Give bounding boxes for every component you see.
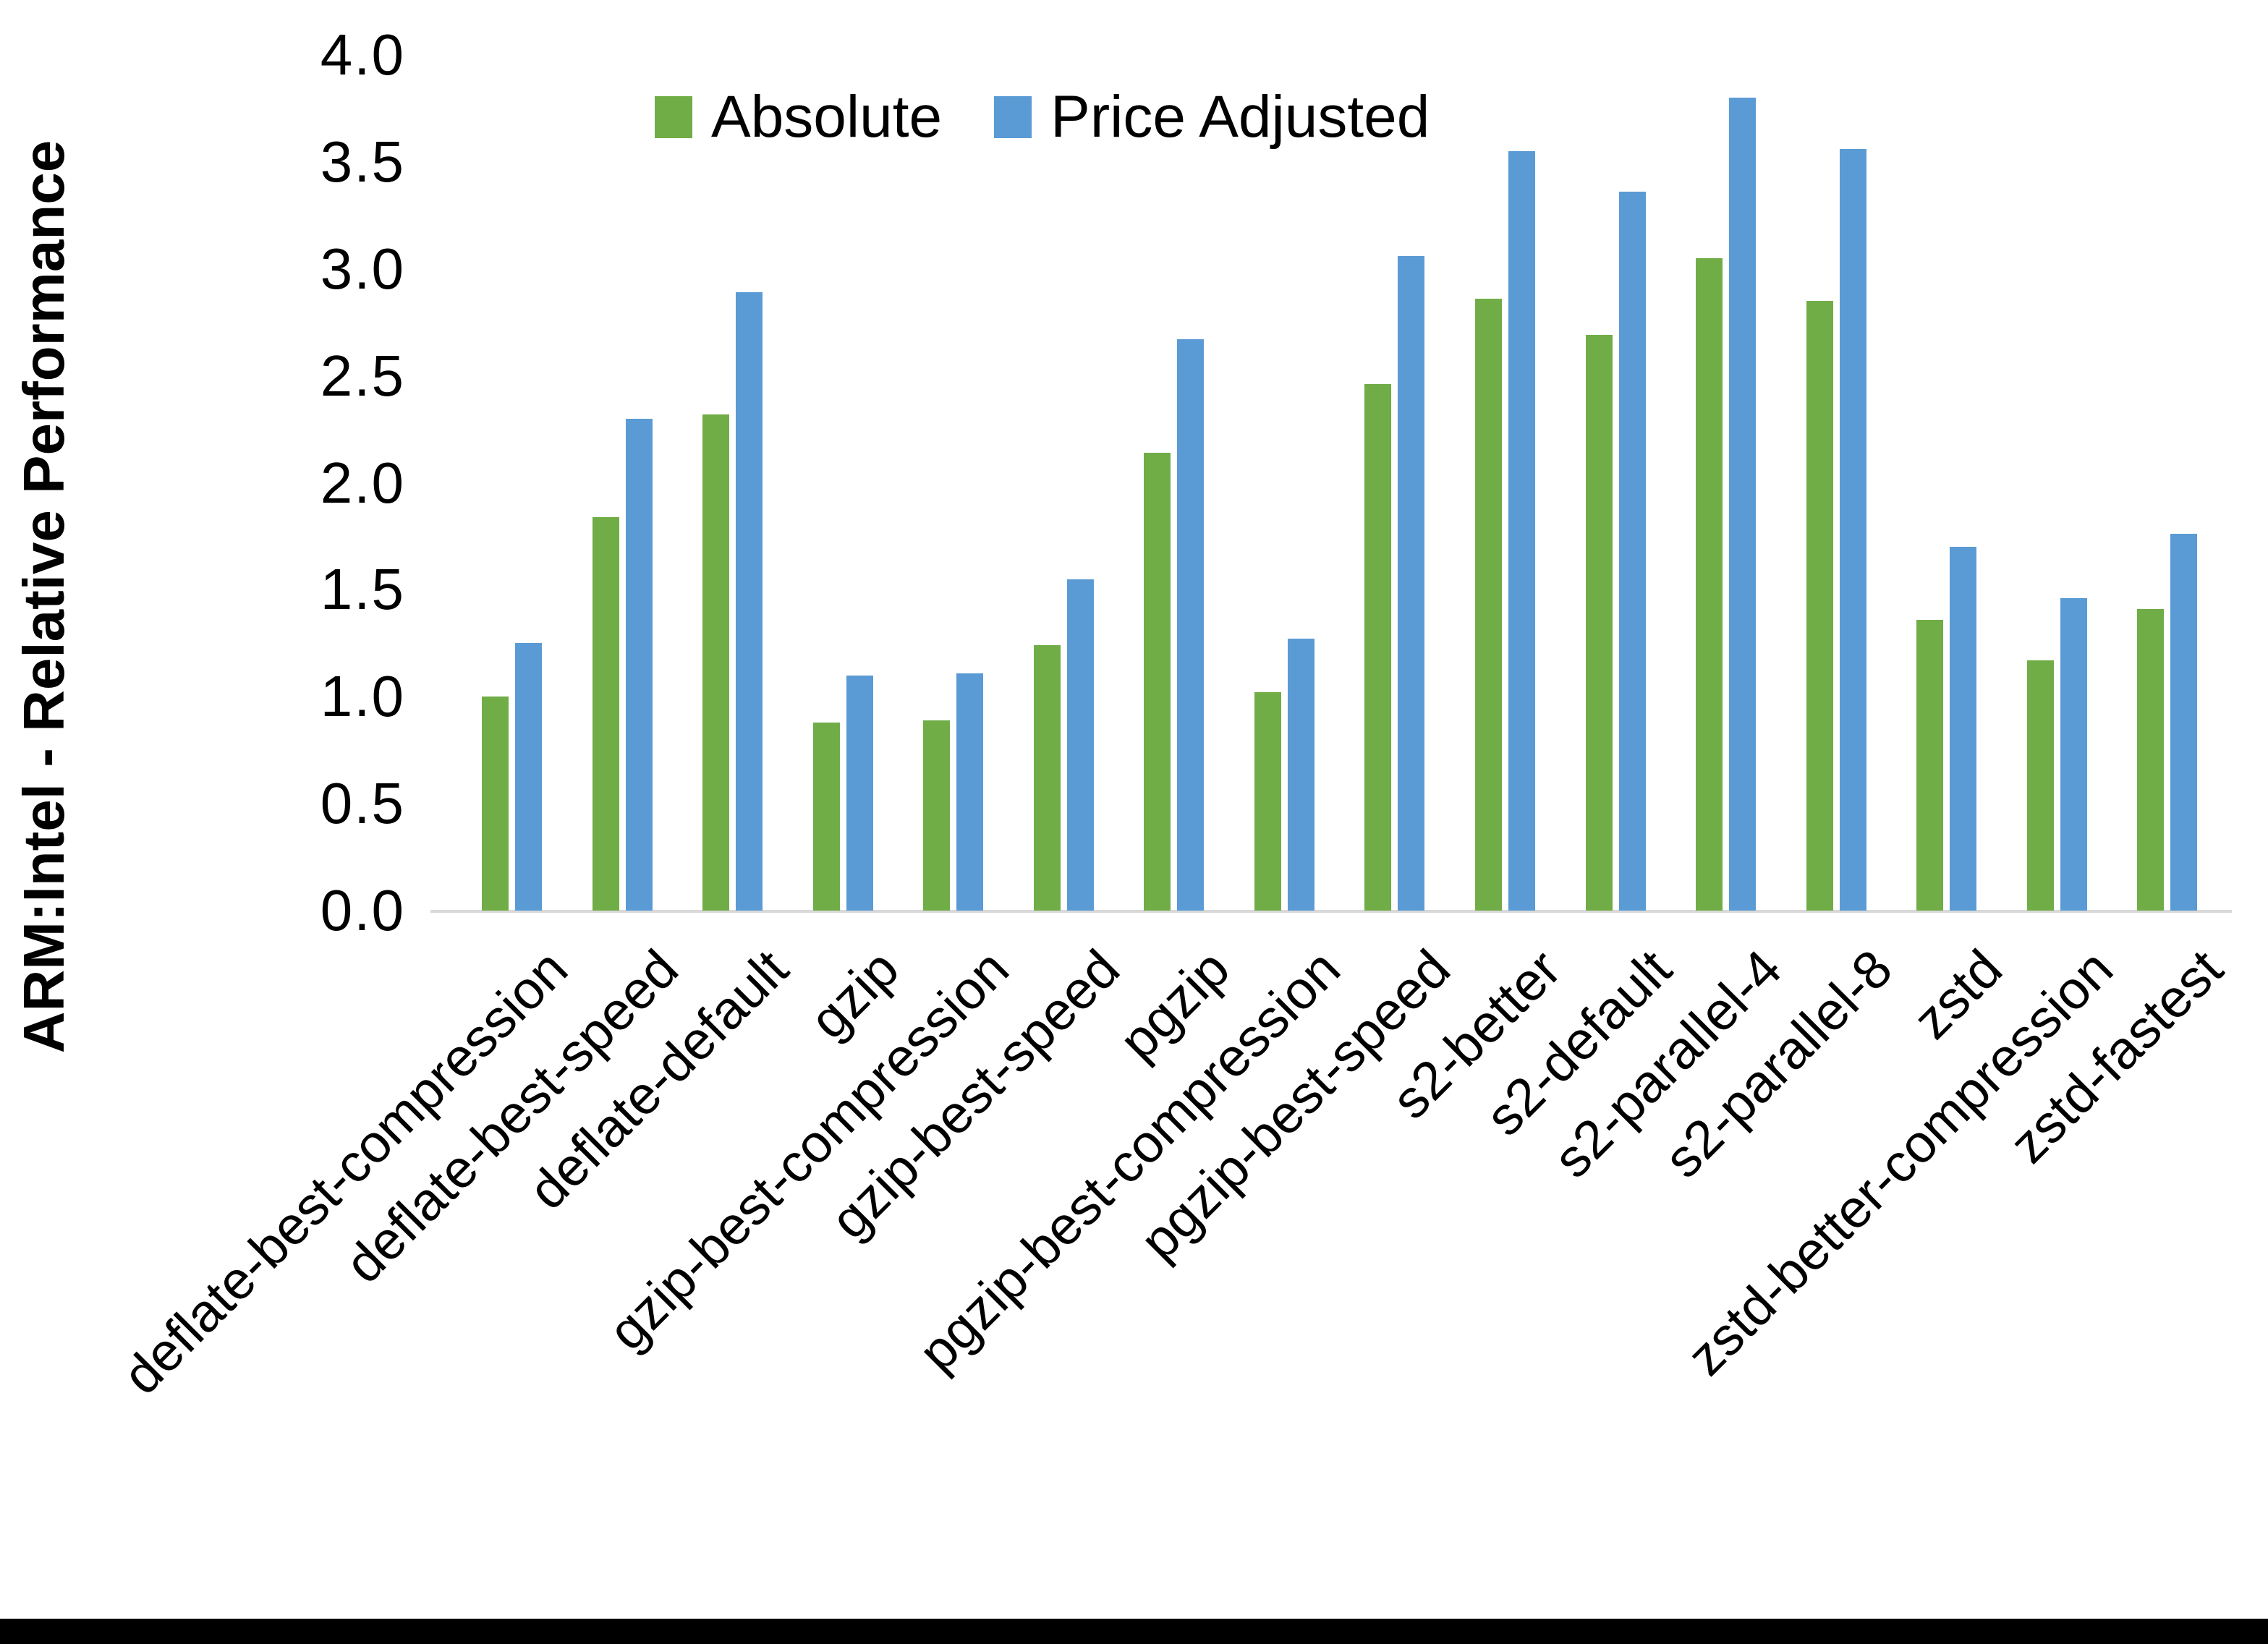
bar-price-adjusted-gzip-best-speed <box>1067 579 1094 911</box>
bar-price-adjusted-pgzip-best-speed <box>1398 256 1424 911</box>
y-tick-label-0.5: 0.5 <box>320 771 405 835</box>
bar-price-adjusted-s2-parallel-8 <box>1840 149 1866 911</box>
legend-item-absolute: Absolute <box>655 83 942 151</box>
y-axis-title: ARM:Intel - Relative Performance <box>12 140 76 1054</box>
x-axis-line <box>430 910 2232 913</box>
bar-price-adjusted-deflate-default <box>736 292 763 911</box>
bar-price-adjusted-s2-better <box>1508 151 1535 911</box>
bar-absolute-s2-parallel-4 <box>1696 258 1723 911</box>
legend-label-price-adjusted: Price Adjusted <box>1050 84 1430 150</box>
bar-absolute-pgzip <box>1144 453 1171 911</box>
bar-absolute-pgzip-best-speed <box>1364 384 1391 911</box>
legend-swatch-absolute <box>655 96 692 138</box>
bar-absolute-zstd-better-compression <box>2027 660 2054 911</box>
bar-absolute-gzip <box>813 723 840 911</box>
plot-area <box>430 55 2232 913</box>
y-tick-label-3.0: 3.0 <box>320 237 405 301</box>
bar-absolute-deflate-best-compression <box>482 697 509 911</box>
bar-price-adjusted-s2-parallel-4 <box>1729 98 1756 911</box>
legend-label-absolute: Absolute <box>711 84 943 150</box>
bar-absolute-deflate-best-speed <box>593 517 619 911</box>
bar-price-adjusted-zstd-fastest <box>2170 534 2197 911</box>
bar-absolute-deflate-default <box>702 414 729 911</box>
bottom-border-bar <box>0 1619 2268 1644</box>
legend-item-price-adjusted: Price Adjusted <box>994 83 1430 151</box>
bar-absolute-gzip-best-speed <box>1034 645 1061 911</box>
bar-absolute-pgzip-best-compression <box>1254 692 1281 911</box>
y-tick-label-2.5: 2.5 <box>320 344 405 408</box>
bar-absolute-s2-better <box>1475 299 1502 911</box>
bar-price-adjusted-pgzip-best-compression <box>1288 639 1314 911</box>
bar-price-adjusted-s2-default <box>1619 192 1646 911</box>
bar-price-adjusted-pgzip <box>1177 339 1204 911</box>
bar-absolute-zstd <box>1916 620 1943 911</box>
bar-price-adjusted-gzip <box>846 676 873 911</box>
y-tick-label-4.0: 4.0 <box>320 22 405 87</box>
bar-price-adjusted-deflate-best-speed <box>626 419 653 911</box>
bar-absolute-s2-parallel-8 <box>1806 301 1833 911</box>
bar-price-adjusted-zstd <box>1950 547 1976 911</box>
y-tick-label-1.5: 1.5 <box>320 557 405 621</box>
legend-swatch-price-adjusted <box>994 96 1032 138</box>
bar-absolute-s2-default <box>1586 335 1613 911</box>
bar-price-adjusted-deflate-best-compression <box>515 643 542 911</box>
bar-absolute-zstd-fastest <box>2137 609 2164 911</box>
chart-legend: Absolute Price Adjusted <box>655 83 1430 151</box>
y-tick-label-2.0: 2.0 <box>320 451 405 515</box>
y-tick-label-3.5: 3.5 <box>320 129 405 194</box>
y-tick-label-1.0: 1.0 <box>320 664 405 728</box>
bar-absolute-gzip-best-compression <box>923 720 950 911</box>
bar-price-adjusted-zstd-better-compression <box>2060 598 2087 911</box>
y-tick-label-0.0: 0.0 <box>320 878 405 942</box>
bar-price-adjusted-gzip-best-compression <box>956 673 983 911</box>
